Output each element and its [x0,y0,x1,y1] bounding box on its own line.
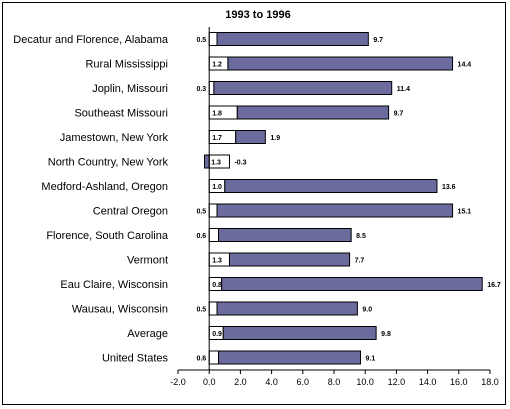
bar-value-label-2: 9.1 [366,356,376,363]
bar-value-label-1: 1.3 [211,160,221,167]
bar-value-label-2: 8.5 [356,233,366,240]
x-tick-label: 18.0 [481,377,499,387]
bar-value-label-2: 9.7 [394,111,404,118]
bar-segment-2 [216,32,369,46]
x-tick-label: 14.0 [419,377,437,387]
bar-segment-2 [204,154,210,169]
bar-segment-2 [213,81,393,95]
x-tick-label: 8.0 [328,377,341,387]
category-label: Southeast Missouri [74,108,168,120]
category-label: Vermont [127,255,168,267]
x-tick-label: 16.0 [450,377,468,387]
bar-value-label-1: 1.0 [212,184,222,191]
bar-value-label-1: 0.6 [196,356,206,363]
x-tick-label: -2.0 [170,377,186,387]
bar-value-label-1: 1.3 [212,258,222,265]
bar-segment-2 [227,56,454,71]
category-label: Florence, South Carolina [46,230,169,242]
bar-value-label-1: 0.9 [212,331,222,338]
bar-value-label-1: 0.3 [196,86,206,93]
bar-segment-2 [221,277,483,291]
bar-segment-2 [235,130,266,144]
bar-value-label-1: 1.7 [212,135,222,142]
bar-value-label-1: 1.2 [212,62,222,69]
bar-segment-1 [208,32,218,46]
bar-value-label-2: 9.8 [381,331,391,338]
x-tick-label: 10.0 [356,377,374,387]
bar-value-label-2: 14.4 [458,62,472,69]
bar-segment-2 [216,301,358,316]
category-label: Joplin, Missouri [92,83,168,95]
bar-value-label-1: 0.5 [196,209,206,216]
category-label: Rural Mississippi [85,59,168,71]
category-label: Central Oregon [93,206,168,218]
bar-value-label-1: 0.6 [196,233,206,240]
category-label: Decatur and Florence, Alabama [13,34,169,46]
category-label: Eau Claire, Wisconsin [60,279,168,291]
bar-segment-2 [236,105,390,120]
bar-segment-1 [208,228,220,242]
bar-value-label-2: 7.7 [355,258,365,265]
bar-segment-2 [218,228,352,242]
bar-value-label-1: 0.5 [196,37,206,44]
category-label: Wausau, Wisconsin [72,304,168,316]
x-tick-label: 12.0 [388,377,406,387]
bar-value-label-1: 0.5 [196,307,206,314]
bar-value-label-2: 11.4 [397,86,410,93]
chart-title: 1993 to 1996 [225,9,290,21]
bar-value-label-2: -0.3 [234,160,246,167]
x-tick-label: 6.0 [297,377,310,387]
category-label: United States [102,353,169,365]
bar-value-label-2: 13.6 [442,184,456,191]
x-tick-label: 0.0 [203,377,216,387]
x-tick-label: 2.0 [234,377,247,387]
category-label: Average [127,328,168,340]
x-tick-label: 4.0 [265,377,278,387]
category-label: Jamestown, New York [60,132,169,144]
bar-value-label-2: 1.9 [270,135,280,142]
bar-value-label-2: 9.7 [373,37,383,44]
bar-value-label-2: 9.0 [362,307,372,314]
category-label: Medford-Ashland, Oregon [41,181,168,193]
bar-segment-2 [222,326,377,340]
bar-value-label-1: 1.8 [212,111,222,118]
bar-value-label-2: 15.1 [458,209,472,216]
bar-value-label-2: 16.7 [487,282,501,289]
bar-segment-1 [208,203,218,218]
bar-segment-1 [208,350,220,365]
bar-segment-1 [208,81,215,95]
bar-segment-2 [216,203,454,218]
bar-value-label-1: 0.8 [212,282,222,289]
bar-segment-1 [208,301,218,316]
category-label: North Country, New York [48,157,169,169]
bar-segment-2 [228,252,351,267]
bar-segment-2 [218,350,362,365]
bar-segment-2 [224,179,438,193]
